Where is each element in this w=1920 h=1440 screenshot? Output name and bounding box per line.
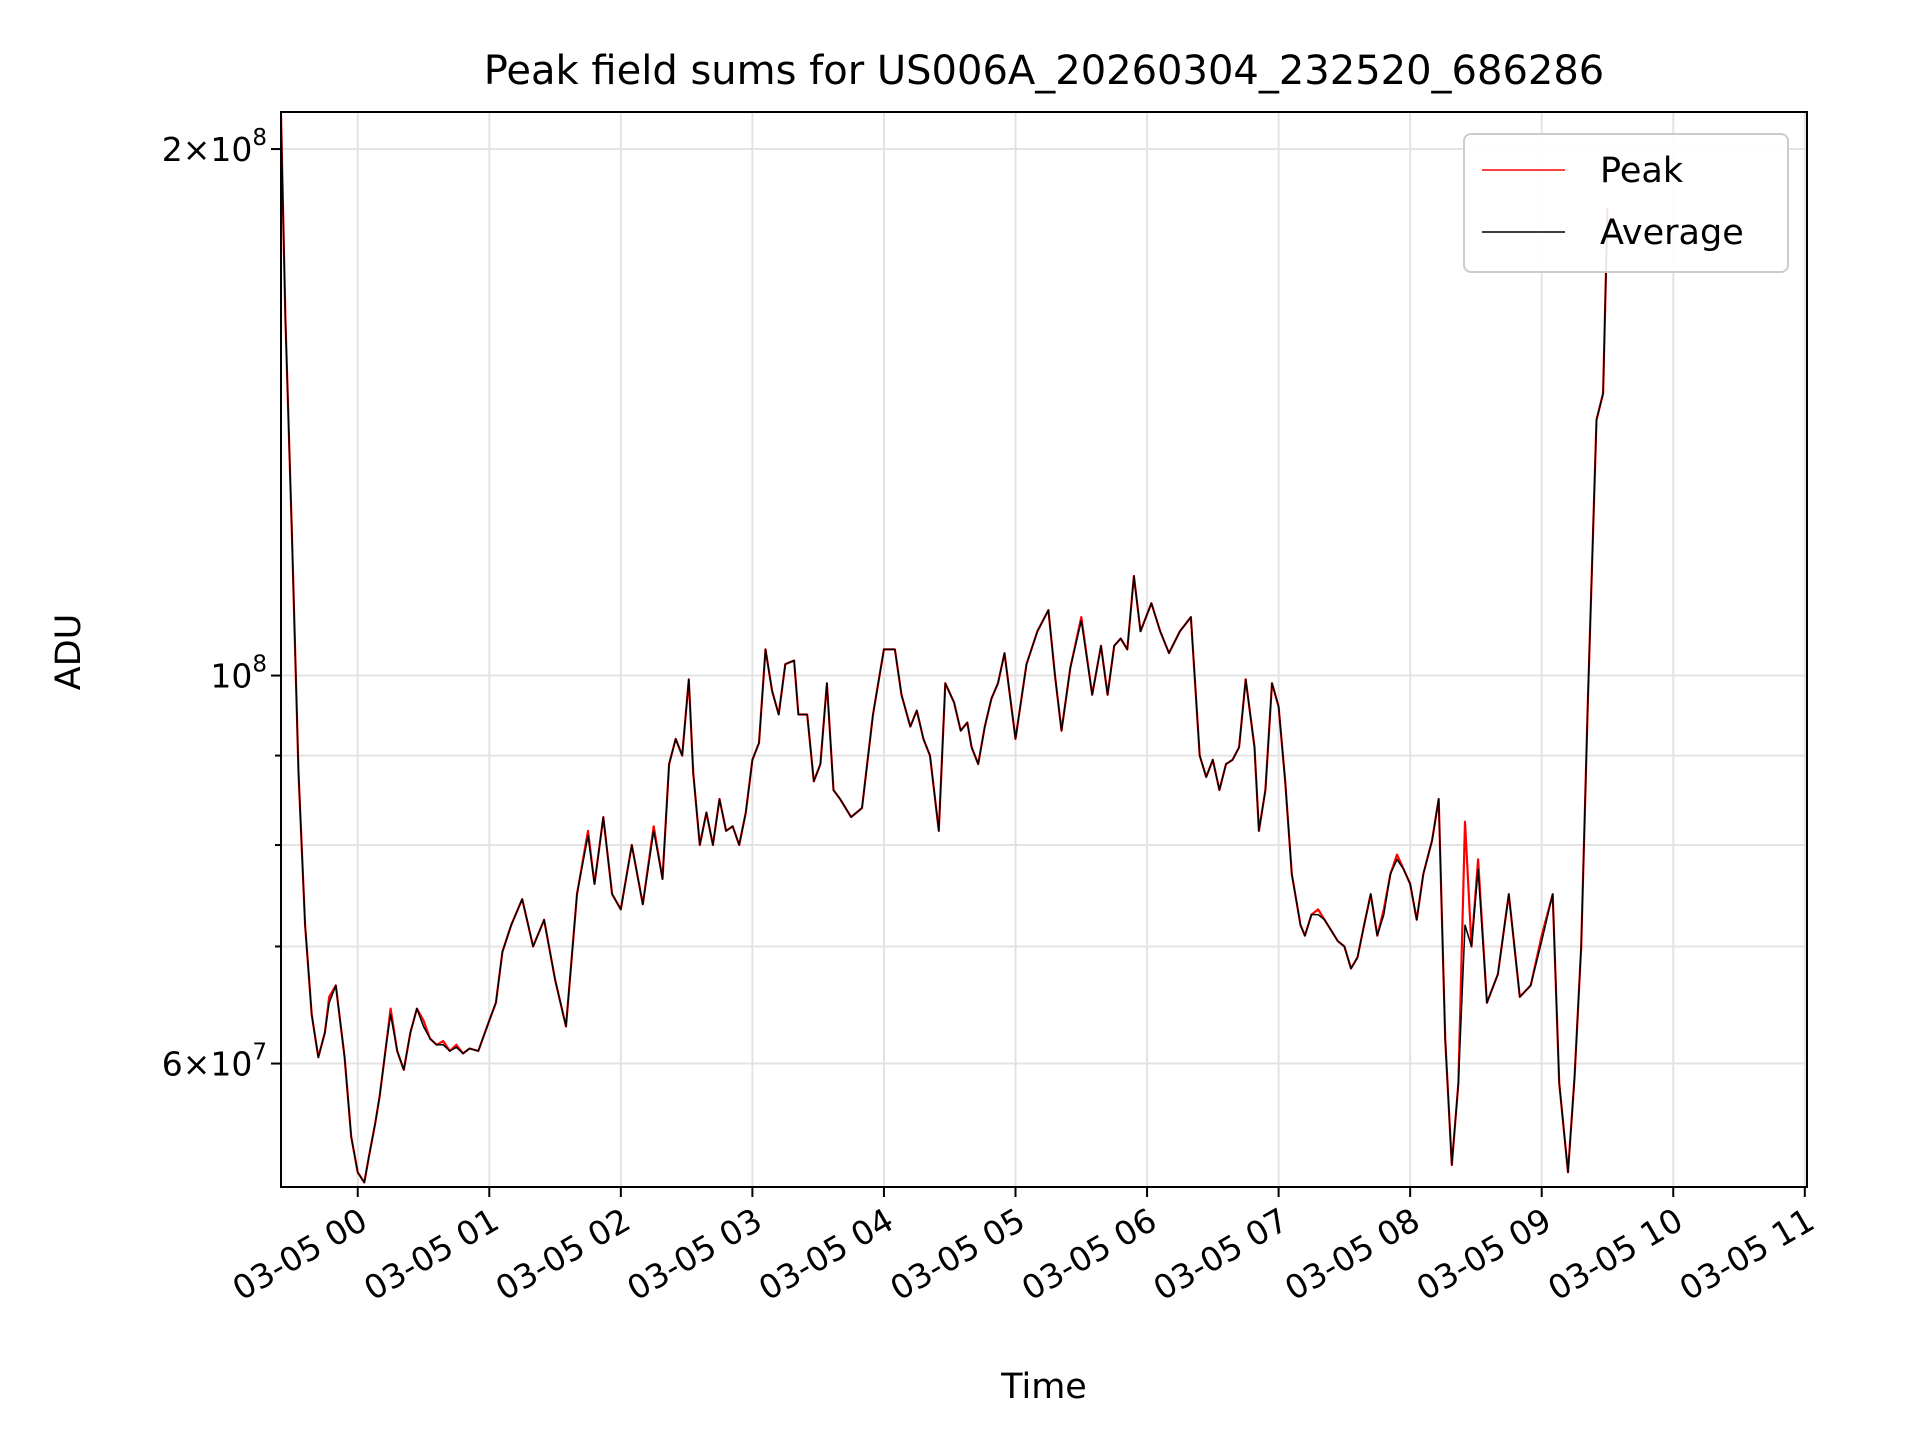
y-axis-label: ADU	[49, 614, 89, 691]
y-axis: 6×107 108 2×108	[162, 125, 281, 1084]
legend: Peak Average	[1463, 133, 1789, 273]
plot-frame	[280, 111, 1808, 1188]
legend-label-average: Average	[1600, 213, 1744, 253]
y-tick-label: 6×107	[162, 1040, 267, 1084]
y-tick-label: 108	[210, 652, 267, 696]
legend-box	[1463, 133, 1789, 273]
x-axis-label: Time	[1000, 1367, 1087, 1407]
chart-title: Peak field sums for US006A_20260304_2325…	[484, 48, 1605, 94]
y-tick-label: 2×108	[162, 125, 267, 169]
series-layer	[281, 115, 1609, 1184]
legend-label-peak: Peak	[1600, 151, 1684, 191]
series-line-average	[281, 115, 1609, 1184]
